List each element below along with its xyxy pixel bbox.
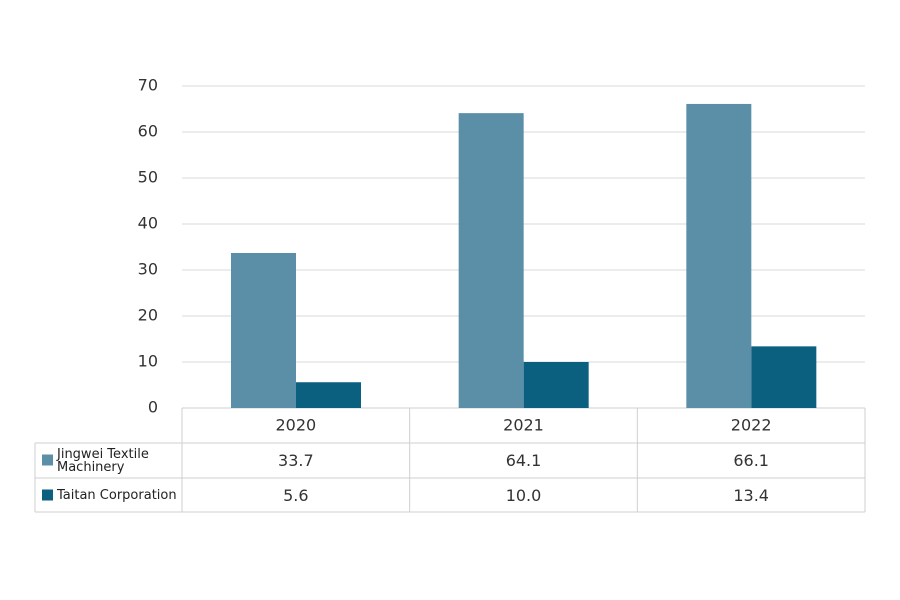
table-value: 10.0 bbox=[506, 486, 542, 505]
bar bbox=[296, 382, 361, 408]
x-tick-label: 2022 bbox=[731, 416, 772, 435]
y-tick-label: 20 bbox=[138, 306, 158, 325]
bar bbox=[231, 252, 296, 408]
table-value: 33.7 bbox=[278, 451, 314, 470]
y-tick-label: 30 bbox=[138, 260, 158, 279]
x-tick-label: 2021 bbox=[503, 416, 544, 435]
table-value: 13.4 bbox=[733, 486, 769, 505]
bar bbox=[523, 362, 589, 408]
bar bbox=[686, 103, 752, 408]
bar bbox=[751, 346, 817, 408]
legend-swatch bbox=[42, 489, 53, 501]
legend-label: Taitan Corporation bbox=[57, 488, 177, 503]
y-tick-label: 0 bbox=[148, 398, 158, 417]
y-tick-label: 70 bbox=[138, 76, 158, 95]
legend-swatch bbox=[42, 454, 53, 466]
y-tick-label: 10 bbox=[138, 352, 158, 371]
x-tick-label: 2020 bbox=[275, 416, 316, 435]
table-value: 64.1 bbox=[506, 451, 542, 470]
y-tick-label: 50 bbox=[138, 168, 158, 187]
table-value: 5.6 bbox=[283, 486, 308, 505]
y-tick-label: 40 bbox=[138, 214, 158, 233]
legend-label: Jingwei Textile Machinery bbox=[57, 446, 149, 475]
y-tick-label: 60 bbox=[138, 122, 158, 141]
bar bbox=[458, 113, 524, 408]
table-value: 66.1 bbox=[733, 451, 769, 470]
